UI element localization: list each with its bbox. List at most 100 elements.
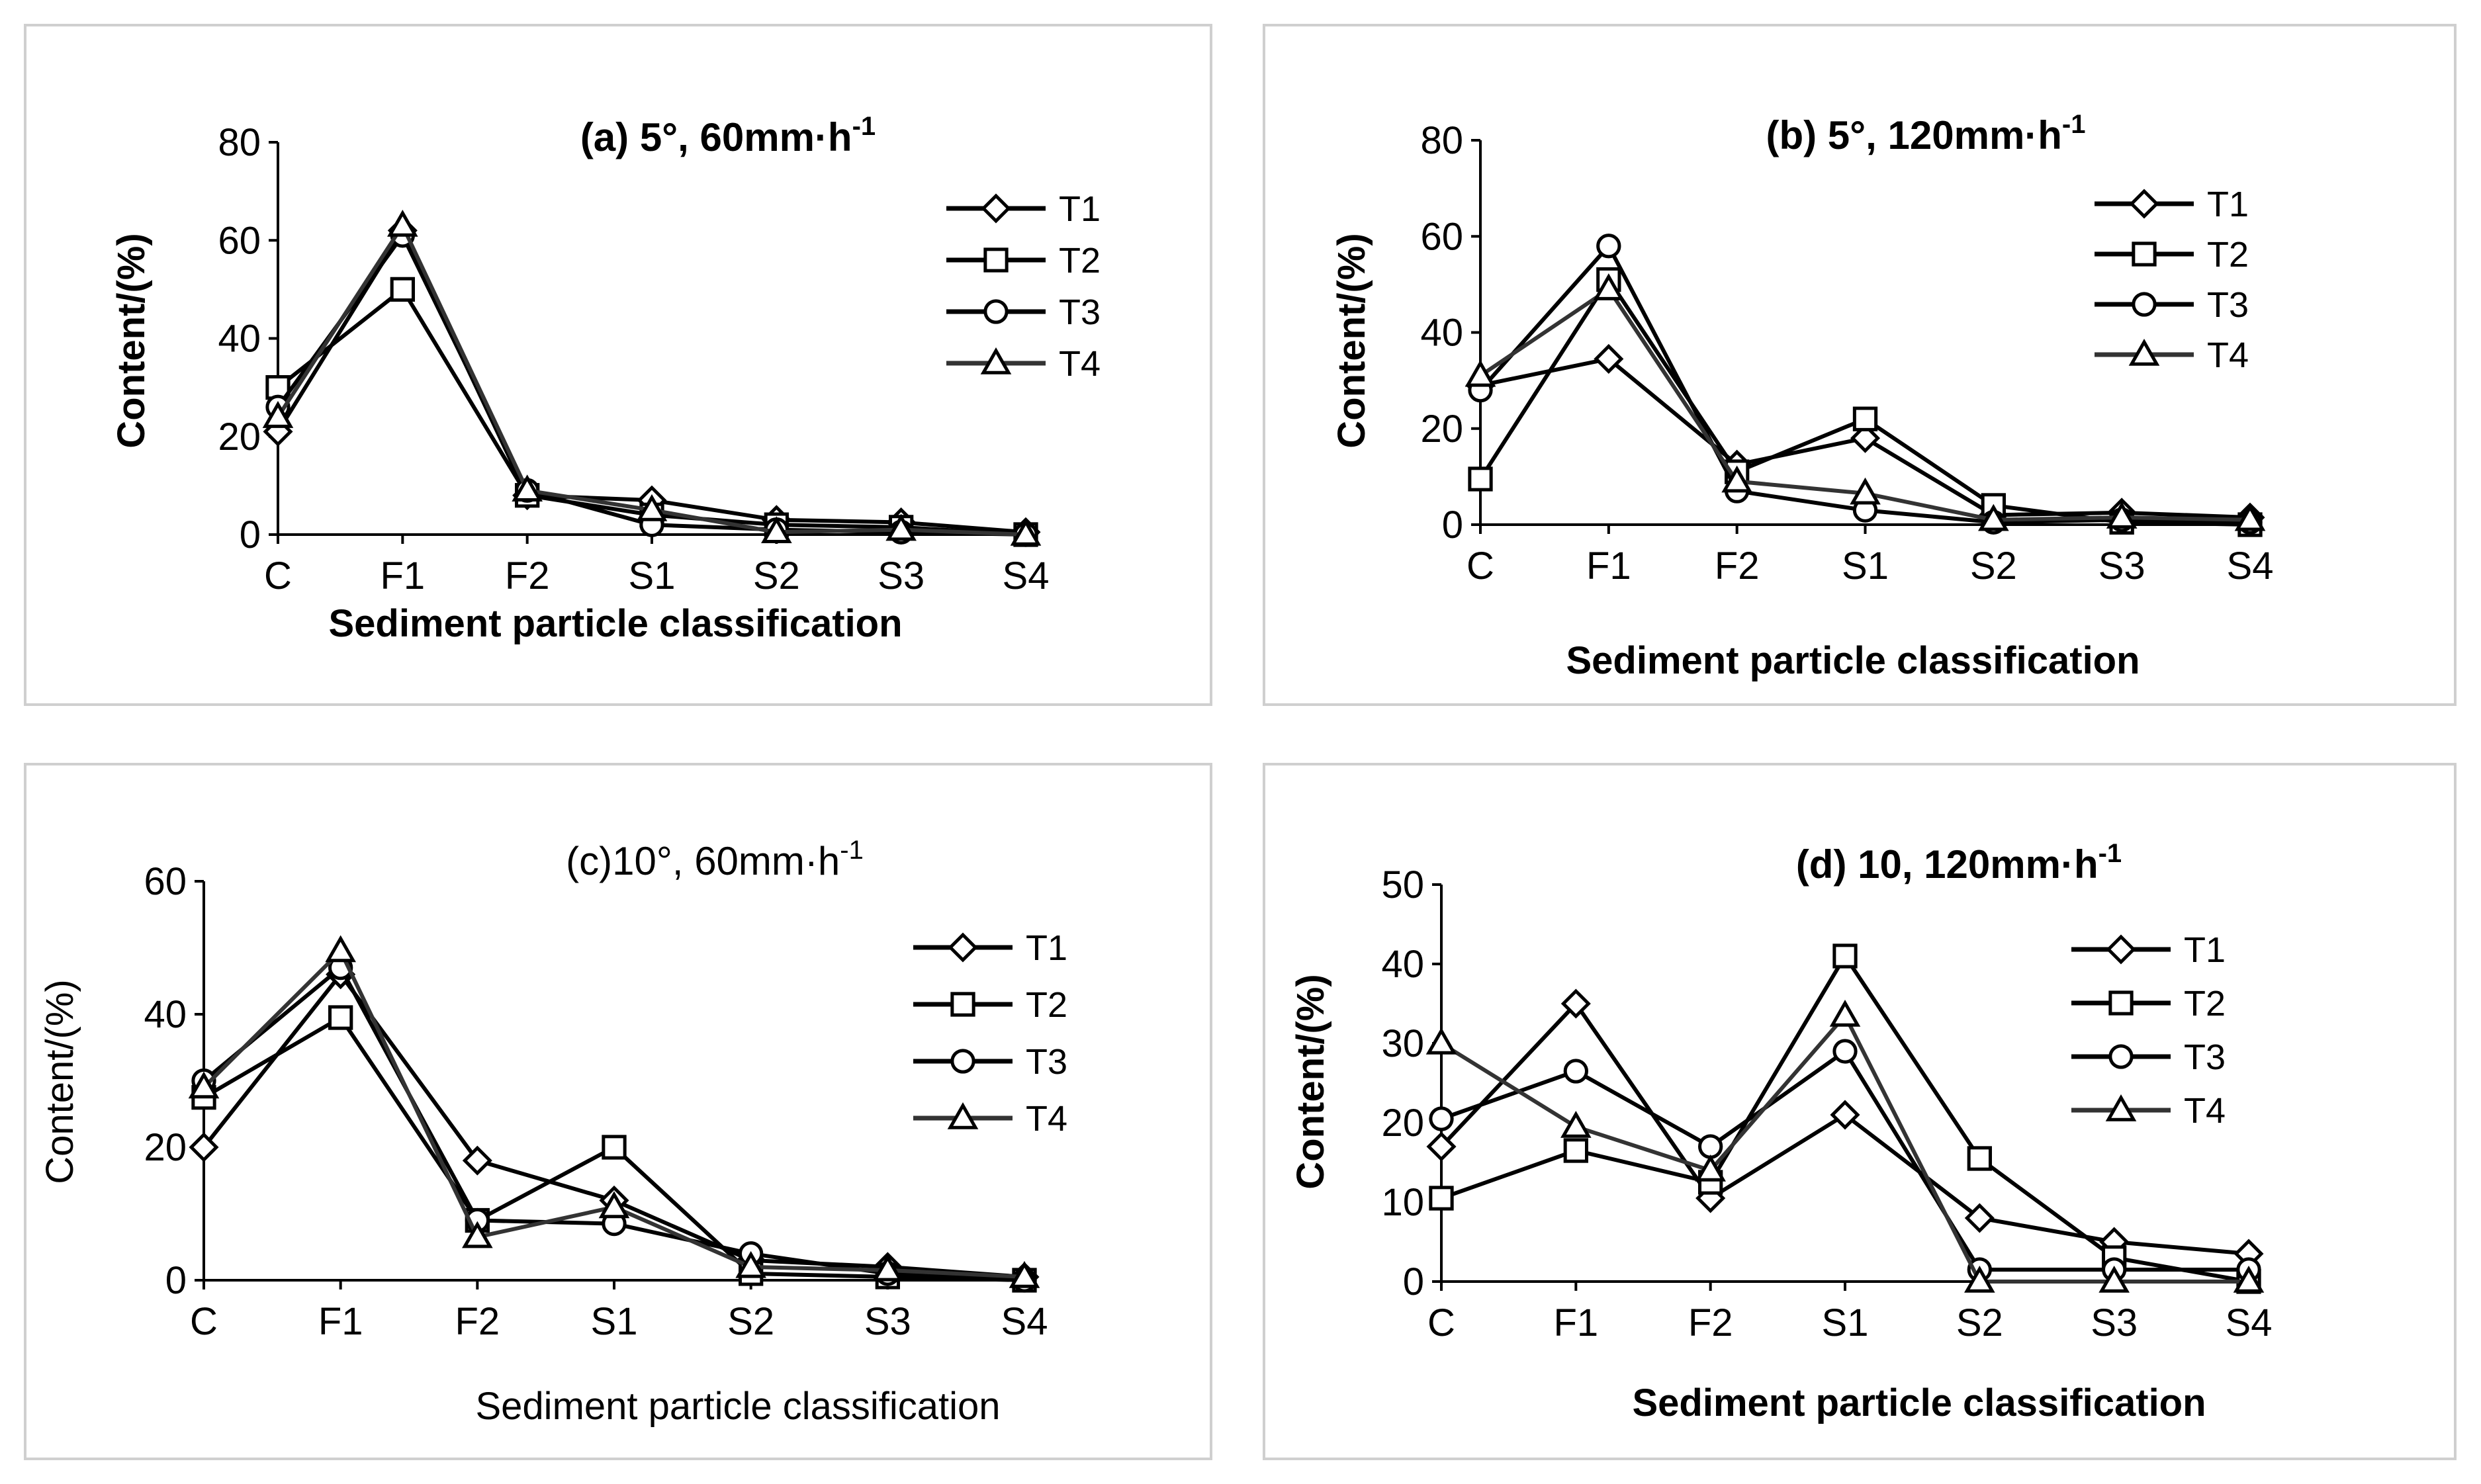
- x-tick-label: F1: [380, 554, 425, 597]
- legend-item-T3: T3: [913, 1042, 1067, 1082]
- x-tick-label: F1: [318, 1300, 363, 1343]
- x-tick-label: F2: [505, 554, 550, 597]
- legend-label: T2: [1059, 241, 1101, 281]
- x-tick-label: S1: [629, 554, 676, 597]
- legend-marker: [947, 1102, 979, 1129]
- legend-item-T1: T1: [2095, 185, 2249, 224]
- x-tick-label: S4: [2227, 545, 2274, 588]
- legend-item-T2: T2: [946, 241, 1101, 281]
- y-axis-title: Content/(%): [38, 979, 81, 1184]
- data-point-T2: [602, 1135, 627, 1160]
- data-point-T4: [1964, 1265, 1995, 1293]
- legend-label: T4: [1059, 344, 1101, 384]
- x-tick-label: S1: [1822, 1301, 1869, 1344]
- legend-marker: [981, 193, 1011, 224]
- chart-title: (b) 5°, 120mm·h-1: [1766, 110, 2086, 157]
- y-axis-title: Content/(%): [1330, 233, 1373, 448]
- data-point-T4: [598, 1191, 630, 1219]
- legend-label: T1: [2184, 930, 2226, 970]
- data-point-T4: [462, 1221, 493, 1248]
- data-point-T4: [512, 474, 543, 502]
- x-axis-title: Sediment particle classification: [1566, 639, 2140, 682]
- chart-title-main: (a) 5°, 60mm·h: [580, 115, 852, 159]
- x-tick-label: S2: [753, 554, 800, 597]
- legend-item-T2: T2: [2095, 235, 2249, 275]
- data-point-T3: [1832, 1039, 1858, 1064]
- data-point-T4: [188, 1071, 220, 1099]
- y-tick-label: 40: [218, 318, 261, 361]
- legend-marker: [983, 299, 1009, 324]
- legend-marker: [2106, 934, 2136, 965]
- data-point-T4: [1560, 1110, 1592, 1138]
- legend-label: T1: [2207, 185, 2249, 224]
- data-point-T2: [1852, 406, 1878, 431]
- panel-frame: [1263, 24, 2457, 706]
- chart-panel-4: 0 10 20 30 40 50 C F1 F2 S1 S2 S3 S4 Sediment particl…: [1263, 763, 2457, 1460]
- legend-marker: [2132, 292, 2157, 317]
- x-tick-label: S3: [864, 1300, 911, 1343]
- series-T4: [188, 935, 1040, 1288]
- y-tick-label: 60: [1420, 215, 1463, 258]
- x-axis-title: Sediment particle classification: [328, 602, 902, 645]
- x-tick-label: F1: [1586, 545, 1631, 588]
- y-tick-label: 0: [240, 513, 261, 556]
- data-point-T2: [1563, 1138, 1588, 1163]
- series-T4: [262, 209, 1042, 546]
- data-point-T3: [1596, 234, 1621, 259]
- chart-title-main: (c)10°, 60mm·h: [566, 839, 840, 883]
- y-tick-label: 60: [144, 860, 187, 903]
- legend-marker: [950, 1049, 975, 1074]
- x-tick-label: S2: [1970, 545, 2017, 588]
- data-point-T2: [1468, 466, 1493, 492]
- data-point-T4: [2233, 1265, 2265, 1293]
- legend-item-T3: T3: [946, 292, 1101, 332]
- chart-title-superscript: -1: [2098, 839, 2122, 868]
- series-T4: [1425, 999, 2265, 1293]
- data-point-T1: [462, 1145, 492, 1176]
- data-point-T4: [325, 935, 356, 963]
- x-tick-label: C: [1427, 1301, 1455, 1344]
- y-tick-label: 20: [144, 1126, 187, 1169]
- data-point-T4: [262, 401, 294, 428]
- legend-item-T2: T2: [2071, 984, 2226, 1024]
- chart-title: (a) 5°, 60mm·h-1: [580, 112, 876, 159]
- y-tick-label: 10: [1381, 1181, 1424, 1224]
- x-axis-title: Sediment particle classification: [1632, 1381, 2206, 1424]
- legend-label: T2: [2207, 235, 2249, 275]
- data-point-T4: [872, 1254, 903, 1282]
- data-point-T2: [390, 277, 415, 302]
- data-point-T4: [1009, 1260, 1040, 1288]
- legend-item-T1: T1: [2071, 930, 2226, 970]
- y-tick-label: 80: [218, 121, 261, 164]
- x-tick-label: S3: [2091, 1301, 2138, 1344]
- data-point-T4: [1721, 465, 1752, 493]
- data-point-T4: [885, 513, 917, 541]
- data-point-T1: [1426, 1131, 1457, 1162]
- data-point-T4: [761, 516, 792, 544]
- legend-label: T4: [2184, 1091, 2226, 1131]
- legend-label: T2: [1026, 985, 1067, 1025]
- data-point-T1: [1560, 988, 1591, 1019]
- data-point-T2: [1832, 943, 1858, 969]
- legend-marker: [2132, 241, 2157, 267]
- data-point-T1: [1594, 343, 1624, 374]
- legend-item-T1: T1: [946, 189, 1101, 229]
- y-tick-label: 40: [1420, 312, 1463, 355]
- legend-marker: [983, 247, 1009, 273]
- x-tick-label: S1: [1842, 545, 1889, 588]
- chart-title: (c)10°, 60mm·h-1: [566, 836, 864, 883]
- legend-label: T3: [1059, 292, 1101, 332]
- data-point-T1: [1964, 1203, 1995, 1233]
- chart-title: (d) 10, 120mm·h-1: [1796, 839, 2122, 887]
- data-point-T4: [387, 209, 418, 237]
- y-tick-label: 0: [1403, 1260, 1424, 1303]
- legend-item-T2: T2: [913, 985, 1067, 1025]
- legend-item-T4: T4: [2071, 1091, 2226, 1131]
- data-point-T4: [1850, 477, 1881, 505]
- panel-frame: [24, 763, 1212, 1460]
- data-point-T3: [1563, 1059, 1588, 1084]
- data-point-T4: [2234, 503, 2266, 531]
- y-tick-label: 50: [1381, 863, 1424, 906]
